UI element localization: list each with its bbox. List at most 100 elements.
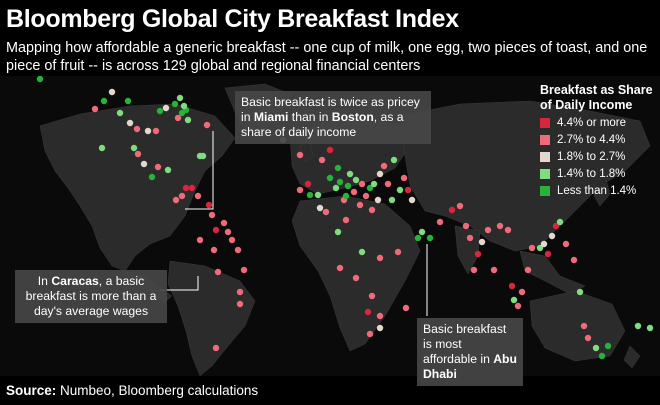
city-marker[interactable] bbox=[352, 274, 360, 282]
city-marker[interactable] bbox=[91, 105, 99, 113]
city-marker[interactable] bbox=[336, 264, 344, 272]
city-marker[interactable] bbox=[368, 292, 376, 300]
city-marker[interactable] bbox=[350, 188, 358, 196]
city-marker[interactable] bbox=[352, 176, 360, 184]
city-marker[interactable] bbox=[332, 184, 340, 192]
city-marker[interactable] bbox=[116, 109, 124, 117]
city-marker[interactable] bbox=[326, 146, 334, 154]
city-marker[interactable] bbox=[366, 184, 374, 192]
city-marker[interactable] bbox=[296, 151, 304, 159]
city-marker[interactable] bbox=[456, 202, 464, 210]
city-marker[interactable] bbox=[592, 344, 600, 352]
city-marker[interactable] bbox=[144, 127, 152, 135]
city-marker[interactable] bbox=[436, 218, 444, 226]
city-marker[interactable] bbox=[342, 216, 350, 224]
city-marker[interactable] bbox=[194, 192, 202, 200]
city-marker[interactable] bbox=[322, 208, 330, 216]
city-marker[interactable] bbox=[306, 191, 314, 199]
city-marker[interactable] bbox=[236, 288, 244, 296]
city-marker[interactable] bbox=[514, 302, 522, 310]
city-marker[interactable] bbox=[470, 266, 478, 274]
city-marker[interactable] bbox=[478, 238, 486, 246]
city-marker[interactable] bbox=[562, 240, 570, 248]
city-marker[interactable] bbox=[384, 180, 392, 188]
city-marker[interactable] bbox=[156, 107, 164, 115]
city-marker[interactable] bbox=[176, 94, 184, 102]
city-marker[interactable] bbox=[362, 192, 370, 200]
city-marker[interactable] bbox=[228, 236, 236, 244]
city-marker[interactable] bbox=[414, 234, 422, 242]
city-marker[interactable] bbox=[172, 196, 180, 204]
city-marker[interactable] bbox=[462, 222, 470, 230]
city-marker[interactable] bbox=[376, 312, 384, 320]
city-marker[interactable] bbox=[98, 144, 106, 152]
city-marker[interactable] bbox=[344, 182, 352, 190]
city-marker[interactable] bbox=[634, 322, 642, 330]
city-marker[interactable] bbox=[203, 121, 211, 129]
city-marker[interactable] bbox=[474, 250, 482, 258]
city-marker[interactable] bbox=[220, 219, 228, 227]
city-marker[interactable] bbox=[598, 352, 606, 360]
city-marker[interactable] bbox=[182, 184, 190, 192]
city-marker[interactable] bbox=[133, 125, 141, 133]
city-marker[interactable] bbox=[326, 174, 334, 182]
city-marker[interactable] bbox=[334, 164, 342, 172]
city-marker[interactable] bbox=[418, 228, 426, 236]
city-marker[interactable] bbox=[124, 97, 132, 105]
city-marker[interactable] bbox=[162, 104, 170, 112]
city-marker[interactable] bbox=[390, 156, 398, 164]
city-marker[interactable] bbox=[316, 204, 324, 212]
city-marker[interactable] bbox=[524, 266, 532, 274]
city-marker[interactable] bbox=[236, 300, 244, 308]
city-marker[interactable] bbox=[576, 288, 584, 296]
city-marker[interactable] bbox=[466, 234, 474, 242]
city-marker[interactable] bbox=[164, 166, 172, 174]
city-marker[interactable] bbox=[208, 211, 216, 219]
city-marker[interactable] bbox=[100, 97, 108, 105]
city-marker[interactable] bbox=[400, 174, 408, 182]
city-marker[interactable] bbox=[184, 116, 192, 124]
city-marker[interactable] bbox=[212, 226, 220, 234]
city-marker[interactable] bbox=[504, 226, 512, 234]
city-marker[interactable] bbox=[366, 330, 374, 338]
city-marker[interactable] bbox=[205, 201, 213, 209]
city-marker[interactable] bbox=[368, 206, 376, 214]
city-marker[interactable] bbox=[334, 228, 342, 236]
city-marker[interactable] bbox=[540, 240, 548, 248]
city-marker[interactable] bbox=[152, 127, 160, 135]
city-marker[interactable] bbox=[154, 163, 162, 171]
city-marker[interactable] bbox=[358, 180, 366, 188]
city-marker[interactable] bbox=[548, 232, 556, 240]
city-marker[interactable] bbox=[356, 201, 364, 209]
city-marker[interactable] bbox=[126, 119, 134, 127]
city-marker[interactable] bbox=[380, 162, 388, 170]
city-marker[interactable] bbox=[210, 246, 218, 254]
city-marker[interactable] bbox=[314, 191, 322, 199]
city-marker[interactable] bbox=[376, 170, 384, 178]
city-marker[interactable] bbox=[342, 192, 350, 200]
city-marker[interactable] bbox=[240, 266, 248, 274]
city-marker[interactable] bbox=[174, 114, 182, 122]
city-marker[interactable] bbox=[584, 334, 592, 342]
city-marker[interactable] bbox=[580, 322, 588, 330]
city-marker[interactable] bbox=[518, 288, 526, 296]
city-marker[interactable] bbox=[510, 296, 518, 304]
city-marker[interactable] bbox=[199, 152, 207, 160]
city-marker[interactable] bbox=[36, 76, 44, 83]
city-marker[interactable] bbox=[426, 234, 434, 242]
city-marker[interactable] bbox=[336, 178, 344, 186]
city-marker[interactable] bbox=[196, 236, 204, 244]
city-marker[interactable] bbox=[376, 324, 384, 332]
city-marker[interactable] bbox=[604, 342, 612, 350]
city-marker[interactable] bbox=[448, 206, 456, 214]
city-marker[interactable] bbox=[346, 170, 354, 178]
city-marker[interactable] bbox=[536, 244, 544, 252]
city-marker[interactable] bbox=[374, 196, 382, 204]
city-marker[interactable] bbox=[358, 248, 366, 256]
city-marker[interactable] bbox=[556, 218, 564, 226]
city-marker[interactable] bbox=[212, 344, 220, 352]
city-marker[interactable] bbox=[234, 246, 242, 254]
city-marker[interactable] bbox=[396, 186, 404, 194]
city-marker[interactable] bbox=[570, 256, 578, 264]
city-marker[interactable] bbox=[404, 186, 412, 194]
